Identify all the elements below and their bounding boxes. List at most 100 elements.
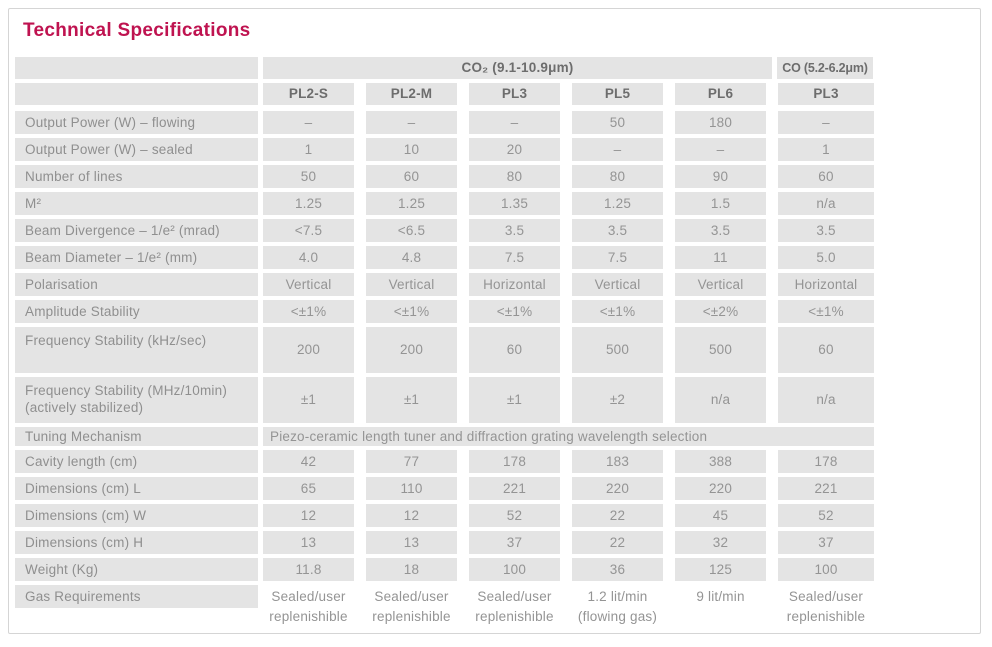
- row-label: Frequency Stability (kHz/sec): [15, 327, 258, 373]
- spec-value: 60: [366, 165, 457, 188]
- spec-value: n/a: [778, 192, 874, 215]
- spec-value: 1.35: [469, 192, 560, 215]
- row-label: Dimensions (cm) H: [15, 531, 258, 554]
- tuning-mechanism-value: Piezo-ceramic length tuner and diffracti…: [263, 427, 874, 446]
- spec-value: –: [778, 111, 874, 134]
- row-label: Number of lines: [15, 165, 258, 188]
- spec-value: 90: [675, 165, 766, 188]
- spec-value: 77: [366, 450, 457, 473]
- group-co-header: CO (5.2-6.2μm): [777, 57, 873, 79]
- row-label: Beam Divergence – 1/e² (mrad): [15, 219, 258, 242]
- spec-value: Vertical: [572, 273, 663, 296]
- spec-value: <±1%: [572, 300, 663, 323]
- spec-value: 10: [366, 138, 457, 161]
- table-row: M² 1.25 1.25 1.35 1.25 1.5 n/a: [15, 192, 876, 215]
- spec-value: <6.5: [366, 219, 457, 242]
- table-row: Beam Divergence – 1/e² (mrad) <7.5 <6.5 3.5…: [15, 219, 876, 242]
- model-header: PL2-M: [366, 83, 457, 105]
- model-header: PL5: [572, 83, 663, 105]
- spec-value: 1: [263, 138, 354, 161]
- spec-value: ±1: [366, 377, 457, 423]
- spec-value: 3.5: [469, 219, 560, 242]
- spec-value: n/a: [778, 377, 874, 423]
- model-header: PL3: [469, 83, 560, 105]
- spec-value: Sealed/user replenishible: [475, 589, 554, 624]
- spec-value: 60: [469, 327, 560, 373]
- model-header: PL6: [675, 83, 766, 105]
- spec-value: 13: [366, 531, 457, 554]
- spec-value: 20: [469, 138, 560, 161]
- spec-value: <±1%: [778, 300, 874, 323]
- spec-value: –: [263, 111, 354, 134]
- spec-value: 3.5: [778, 219, 874, 242]
- spec-value: Sealed/user replenishible: [372, 589, 451, 624]
- table-row: Output Power (W) – sealed 1 10 20– –1: [15, 138, 876, 161]
- spec-value: 42: [263, 450, 354, 473]
- spec-value: 80: [469, 165, 560, 188]
- row-label: Dimensions (cm) W: [15, 504, 258, 527]
- spec-value: 18: [366, 558, 457, 581]
- spec-value: 3.5: [572, 219, 663, 242]
- table-row: Cavity length (cm) 42 77 178 183 388 178: [15, 450, 876, 473]
- spec-value: 1.25: [572, 192, 663, 215]
- spec-value: 45: [675, 504, 766, 527]
- spec-value: 1.5: [675, 192, 766, 215]
- spec-value: <±1%: [263, 300, 354, 323]
- spec-value: Horizontal: [469, 273, 560, 296]
- row-label: Output Power (W) – flowing: [15, 111, 258, 134]
- spec-value: 1.25: [366, 192, 457, 215]
- row-label: Weight (Kg): [15, 558, 258, 581]
- row-label: Dimensions (cm) L: [15, 477, 258, 500]
- spec-value: 12: [366, 504, 457, 527]
- spec-value: ±1: [263, 377, 354, 423]
- spec-value: –: [675, 138, 766, 161]
- spec-value: 37: [778, 531, 874, 554]
- spec-value: Vertical: [263, 273, 354, 296]
- spec-card: Technical Specifications CO₂ (9.1-10.9μm…: [8, 8, 981, 634]
- spec-value: 12: [263, 504, 354, 527]
- row-label: Frequency Stability (MHz/10min) (activel…: [15, 377, 258, 423]
- spec-value: 36: [572, 558, 663, 581]
- spec-value: 110: [366, 477, 457, 500]
- model-header: PL2-S: [263, 83, 354, 105]
- row-label: Cavity length (cm): [15, 450, 258, 473]
- spec-value: <7.5: [263, 219, 354, 242]
- spec-value: 65: [263, 477, 354, 500]
- spec-value: 178: [469, 450, 560, 473]
- spec-value: 1: [778, 138, 874, 161]
- spec-value: Sealed/user replenishible: [269, 589, 348, 624]
- spec-value: 50: [572, 111, 663, 134]
- spec-value: 100: [469, 558, 560, 581]
- spec-value: Vertical: [675, 273, 766, 296]
- spec-value: ±2: [572, 377, 663, 423]
- table-row: Frequency Stability (MHz/10min) (activel…: [15, 377, 876, 423]
- spec-value: 60: [778, 327, 874, 373]
- spec-value: 22: [572, 504, 663, 527]
- spec-value: 200: [366, 327, 457, 373]
- spec-value: –: [469, 111, 560, 134]
- spec-value: <±1%: [469, 300, 560, 323]
- spec-value: 52: [469, 504, 560, 527]
- table-row: Beam Diameter – 1/e² (mm) 4.0 4.8 7.5 7.5 11 5…: [15, 246, 876, 269]
- spec-value: 11: [675, 246, 766, 269]
- spec-value: 1.25: [263, 192, 354, 215]
- model-header-row: PL2-S PL2-M PL3 PL5 PL6 PL3: [15, 83, 876, 105]
- spec-value: 388: [675, 450, 766, 473]
- spec-value: 50: [263, 165, 354, 188]
- spec-value: –: [572, 138, 663, 161]
- table-row: Dimensions (cm) L 65 110 221 220 220 221: [15, 477, 876, 500]
- row-label: M²: [15, 192, 258, 215]
- spec-value: 4.0: [263, 246, 354, 269]
- spec-value: 60: [778, 165, 874, 188]
- spec-value: n/a: [675, 377, 766, 423]
- spec-value: 9 lit/min: [696, 589, 745, 604]
- table-row: Polarisation Vertical Vertical Horizontal Ve…: [15, 273, 876, 296]
- spec-value: 500: [572, 327, 663, 373]
- row-label: Polarisation: [15, 273, 258, 296]
- corner-spacer: [15, 57, 258, 79]
- spec-value: ±1: [469, 377, 560, 423]
- table-row: Weight (Kg) 11.8 18 100 36 125 100: [15, 558, 876, 581]
- spec-value: –: [366, 111, 457, 134]
- spec-value: 13: [263, 531, 354, 554]
- spec-value: 37: [469, 531, 560, 554]
